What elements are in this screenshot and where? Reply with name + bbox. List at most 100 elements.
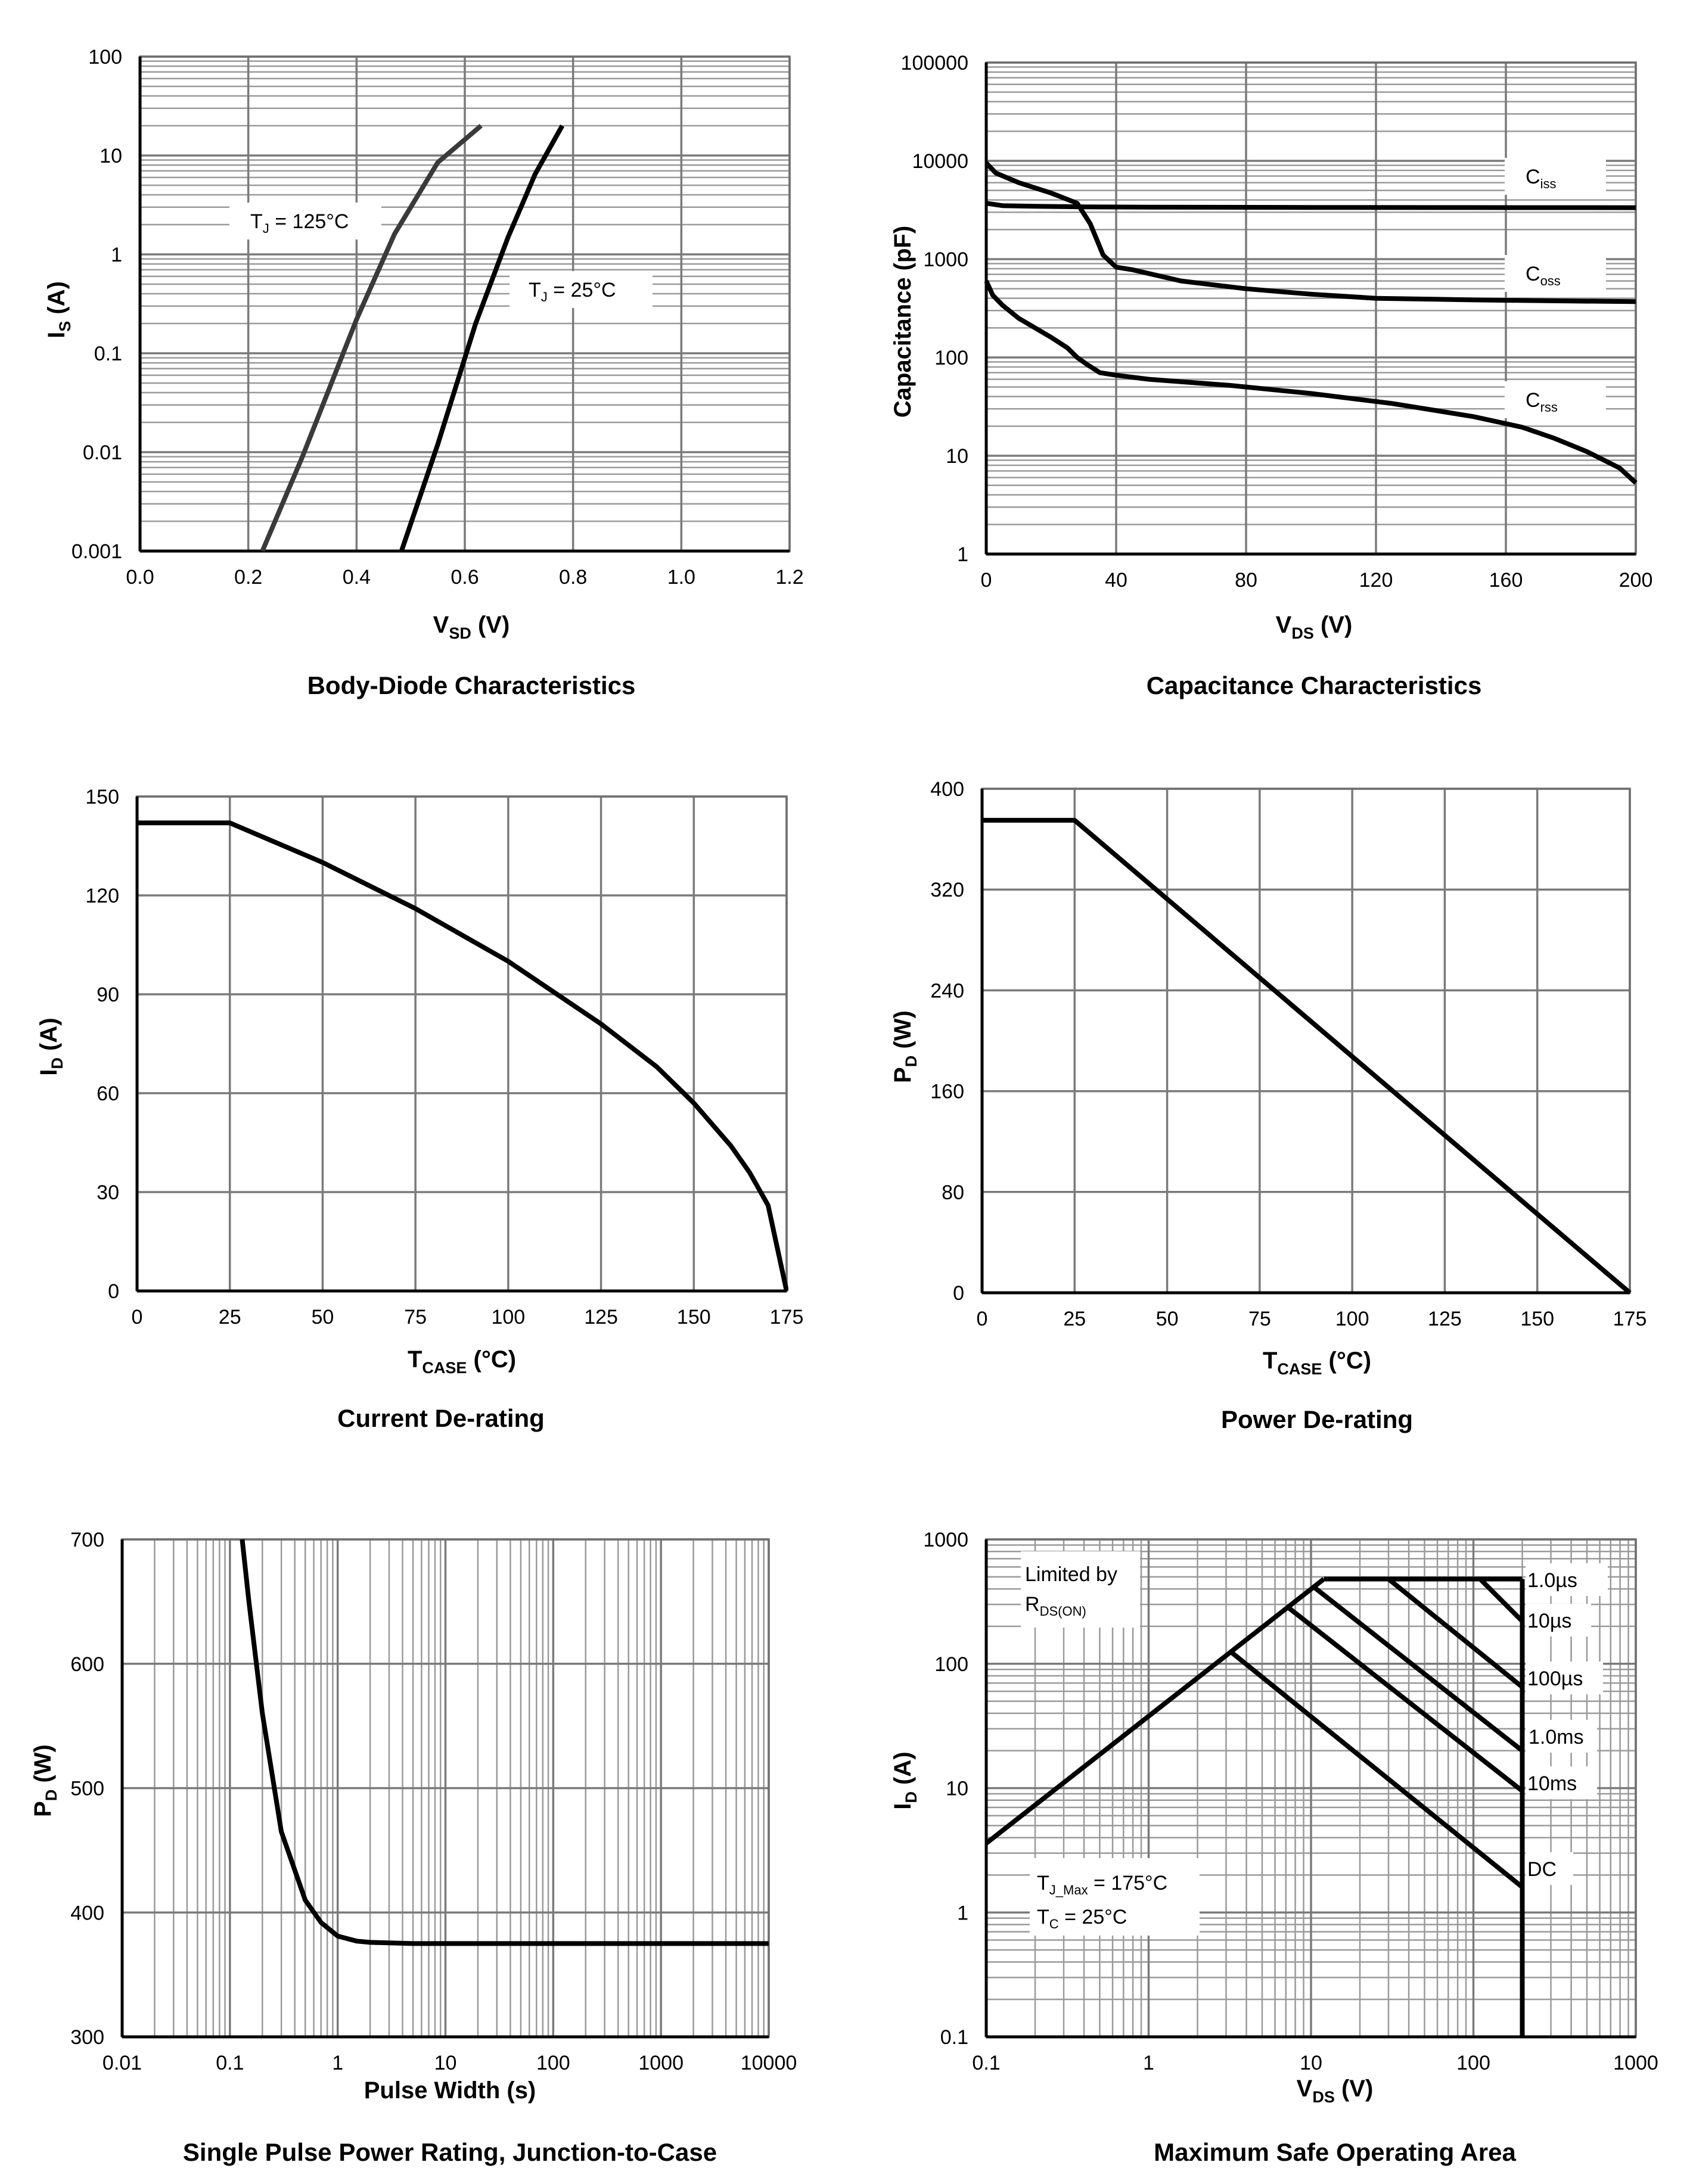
annotation-10ms: 10ms	[1527, 1772, 1577, 1795]
chart-title: Maximum Safe Operating Area	[1154, 2138, 1516, 2166]
y-tick-label: 0.1	[940, 2026, 968, 2049]
single-pulse-chart-panel: 0.01 0.1 1 10 100 1000 10000 300 400 500 600 700 Pu…	[0, 1456, 846, 2184]
y-axis-label: ID (A)	[890, 1751, 920, 1809]
series-line-crss	[984, 279, 1638, 485]
plot-frame	[136, 795, 788, 1292]
x-tick-label: 50	[312, 1306, 334, 1329]
x-tick-label: 100	[536, 2052, 570, 2074]
x-tick-label: 10	[434, 2052, 457, 2074]
x-tick-label: 0.4	[343, 566, 371, 589]
y-tick-label: 1000	[923, 248, 968, 271]
chart-title: Power De-rating	[1221, 1405, 1413, 1433]
power-derating-chart: 0 25 50 75 100 125 150 175 0 80 160 240 320 400 TCASE…	[890, 778, 1647, 1433]
series-line-rds-on-limit	[984, 1577, 1326, 1846]
x-axis-label: VSD (V)	[433, 612, 510, 642]
series-line-1-0ms	[1286, 1605, 1524, 1793]
x-axis-label: Pulse Width (s)	[364, 2077, 536, 2104]
annotation-box-crss	[1505, 381, 1606, 418]
x-tick-label: 50	[1156, 1308, 1179, 1330]
annotation-crss: Crss	[1526, 389, 1558, 415]
x-axis-label: VDS (V)	[1297, 2076, 1374, 2106]
annotation-tjmax: TJ_Max = 175°C	[1037, 1872, 1167, 1897]
y-tick-label: 10	[946, 1778, 968, 1800]
x-tick-label: 100	[491, 1306, 525, 1329]
y-tick-label: 90	[97, 984, 119, 1006]
y-tick-label: 0.001	[72, 540, 122, 563]
series-line-100-s	[1313, 1585, 1524, 1753]
x-tick-label: 175	[770, 1306, 804, 1329]
annotation-box-dc	[1526, 1852, 1573, 1885]
chart-title: Single Pulse Power Rating, Junction-to-C…	[183, 2138, 717, 2166]
y-tick-label: 300	[70, 2026, 104, 2049]
series-line-10-s	[1387, 1577, 1524, 1689]
x-tick-label: 100	[1456, 2052, 1490, 2074]
x-tick-label: 1	[1143, 2052, 1154, 2074]
y-tick-label: 60	[97, 1082, 119, 1105]
x-tick-label: 120	[1359, 569, 1393, 592]
x-tick-label: 1.2	[775, 566, 803, 589]
chart-title: Body-Diode Characteristics	[307, 671, 636, 699]
y-tick-label: 10	[100, 145, 122, 167]
annotation-coss: Coss	[1526, 263, 1561, 288]
annotation-box-10us	[1526, 1604, 1591, 1637]
plot-frame	[985, 61, 1637, 555]
annotation-tj25: TJ = 25°C	[529, 279, 616, 304]
y-axis-label: PD (W)	[30, 1744, 60, 1817]
annotation-box-conditions	[1030, 1858, 1200, 1936]
annotation-box-tj125	[229, 203, 381, 239]
y-tick-label: 150	[85, 786, 119, 808]
y-tick-label: 10	[946, 445, 968, 468]
y-tick-label: 1	[957, 1902, 968, 1924]
annotation-box-ciss	[1505, 158, 1606, 195]
x-tick-label: 0	[132, 1306, 143, 1329]
annotation-box-1ms	[1526, 1720, 1597, 1753]
series-line-id	[137, 820, 788, 1292]
y-axis-label: Capacitance (pF)	[890, 226, 916, 418]
body-diode-chart-panel: 0.0 0.2 0.4 0.6 0.8 1.0 1.2 0.001 0.01 0.1 1 10 100 …	[0, 0, 846, 728]
y-axis-label: IS (A)	[44, 281, 74, 338]
y-tick-label: 120	[85, 885, 119, 907]
y-tick-label: 10000	[912, 150, 968, 173]
series-line-tj-25-c	[399, 125, 564, 552]
y-tick-label: 100	[934, 347, 968, 369]
y-axis-label: PD (W)	[890, 1010, 920, 1083]
x-tick-label: 0	[977, 1308, 988, 1330]
x-tick-label: 25	[1063, 1308, 1086, 1330]
soa-chart-panel: 0.1 1 10 100 1000 0.1 1 10 100 1000 1.0µs 10µs 10…	[846, 1456, 1692, 2184]
x-tick-label: 25	[219, 1306, 241, 1329]
x-tick-label: 75	[1248, 1308, 1271, 1330]
annotation-rdson: RDS(ON)	[1025, 1593, 1086, 1619]
x-axis-label: TCASE (°C)	[408, 1346, 516, 1377]
annotation-box-10ms	[1526, 1766, 1597, 1799]
x-tick-label: 0.8	[559, 566, 587, 589]
y-tick-label: 400	[70, 1902, 104, 1924]
y-tick-label: 0.01	[83, 441, 122, 464]
x-tick-label: 10000	[741, 2052, 797, 2074]
y-tick-label: 100	[88, 46, 122, 69]
annotation-1ms: 1.0ms	[1529, 1726, 1584, 1749]
annotation-box-tj25	[510, 271, 653, 308]
y-tick-label: 240	[930, 979, 964, 1002]
x-tick-label: 0.1	[972, 2052, 1000, 2074]
y-axis-label: ID (A)	[36, 1018, 66, 1075]
series-line-pd	[982, 817, 1632, 1295]
annotation-dc: DC	[1527, 1858, 1557, 1881]
x-tick-label: 150	[1520, 1308, 1554, 1330]
x-tick-label: 80	[1235, 569, 1257, 592]
x-tick-label: 1000	[1613, 2052, 1658, 2074]
plot-frame	[981, 788, 1631, 1294]
annotation-box-limited	[1021, 1551, 1140, 1628]
annotation-ciss: Ciss	[1526, 166, 1556, 191]
y-tick-label: 30	[97, 1181, 119, 1204]
series-line-pd	[240, 1539, 769, 1946]
single-pulse-chart: 0.01 0.1 1 10 100 1000 10000 300 400 500 600 700 Pu…	[30, 1529, 797, 2166]
x-tick-label: 0.0	[126, 566, 154, 589]
y-tick-label: 1	[957, 543, 968, 566]
y-tick-label: 100000	[901, 52, 968, 74]
x-tick-label: 1000	[638, 2052, 684, 2074]
x-tick-label: 0.6	[451, 566, 479, 589]
series-line-tj-125-c	[260, 123, 483, 552]
x-tick-label: 0.01	[102, 2052, 142, 2074]
x-tick-label: 125	[1428, 1308, 1462, 1330]
annotation-tc: TC = 25°C	[1037, 1906, 1127, 1931]
